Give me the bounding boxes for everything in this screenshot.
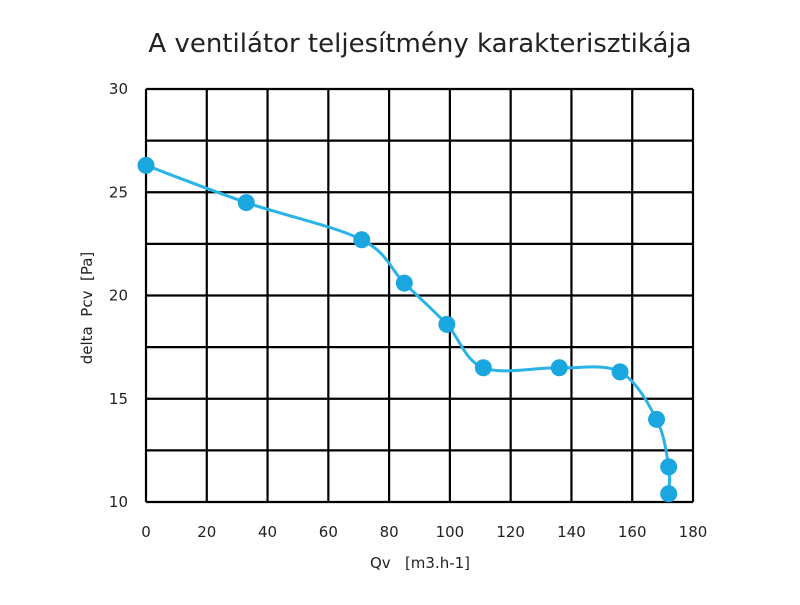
y-axis-ticks: 10 15 20 25 30 bbox=[109, 80, 128, 511]
x-tick-label: 120 bbox=[496, 523, 525, 541]
data-point bbox=[353, 231, 371, 249]
data-point bbox=[438, 315, 456, 333]
x-tick-label: 100 bbox=[436, 523, 465, 541]
data-point bbox=[237, 194, 255, 212]
x-tick-label: 20 bbox=[197, 523, 216, 541]
grid bbox=[144, 87, 695, 504]
data-point bbox=[474, 359, 492, 377]
series-group bbox=[137, 156, 678, 503]
data-point bbox=[550, 359, 568, 377]
data-point bbox=[395, 274, 413, 292]
chart-title: A ventilátor teljesítmény karakterisztik… bbox=[148, 29, 691, 59]
y-tick-label: 30 bbox=[109, 80, 128, 98]
data-point bbox=[660, 458, 678, 476]
x-tick-label: 0 bbox=[141, 523, 151, 541]
y-tick-label: 10 bbox=[109, 493, 128, 511]
y-tick-label: 25 bbox=[109, 183, 128, 201]
y-tick-label: 15 bbox=[109, 390, 128, 408]
x-tick-label: 160 bbox=[618, 523, 647, 541]
x-tick-label: 80 bbox=[380, 523, 399, 541]
x-axis-ticks: 0 20 40 60 80 100 120 140 160 180 bbox=[141, 523, 707, 541]
data-point bbox=[660, 485, 678, 503]
y-tick-label: 20 bbox=[109, 287, 128, 305]
data-point bbox=[137, 156, 155, 174]
x-tick-label: 180 bbox=[679, 523, 708, 541]
series-line bbox=[145, 163, 672, 494]
data-point bbox=[648, 410, 666, 428]
x-tick-label: 60 bbox=[319, 523, 338, 541]
x-axis-label: Qv [m3.h-1] bbox=[370, 554, 470, 572]
data-point bbox=[611, 363, 629, 381]
x-tick-label: 40 bbox=[258, 523, 277, 541]
y-axis-label: delta Pcv [Pa] bbox=[78, 252, 96, 365]
x-tick-label: 140 bbox=[557, 523, 586, 541]
